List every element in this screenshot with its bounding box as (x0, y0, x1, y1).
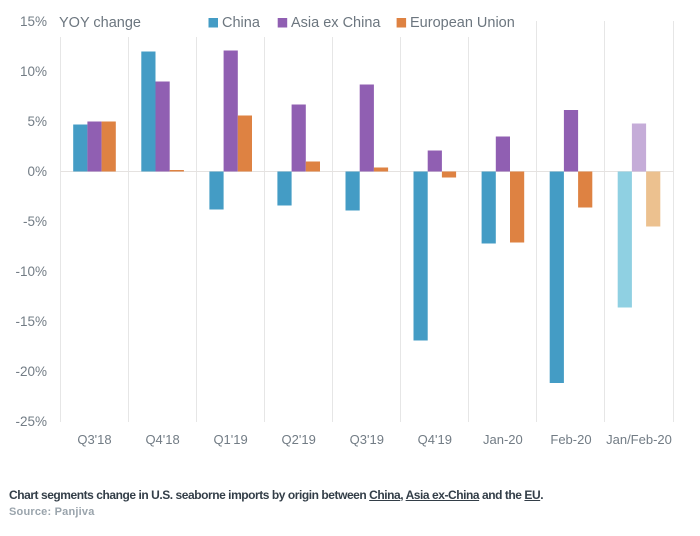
svg-text:Q3'18: Q3'18 (77, 432, 111, 447)
svg-text:YOY change: YOY change (59, 15, 141, 31)
svg-text:-20%: -20% (15, 364, 47, 379)
svg-text:-5%: -5% (23, 214, 47, 229)
svg-text:-10%: -10% (15, 264, 47, 279)
svg-text:China: China (222, 15, 261, 31)
svg-text:5%: 5% (27, 114, 47, 129)
svg-text:European Union: European Union (410, 15, 515, 31)
svg-text:Jan/Feb-20: Jan/Feb-20 (606, 432, 672, 447)
svg-text:Asia ex China: Asia ex China (291, 15, 381, 31)
svg-text:0%: 0% (27, 164, 47, 179)
svg-text:Q4'19: Q4'19 (418, 432, 452, 447)
svg-text:Q4'18: Q4'18 (145, 432, 179, 447)
svg-text:-25%: -25% (15, 414, 47, 429)
svg-text:Jan-20: Jan-20 (483, 432, 523, 447)
svg-text:Q2'19: Q2'19 (282, 432, 316, 447)
svg-text:15%: 15% (20, 14, 47, 29)
svg-text:Feb-20: Feb-20 (550, 432, 591, 447)
svg-text:Q1'19: Q1'19 (213, 432, 247, 447)
svg-text:10%: 10% (20, 64, 47, 79)
svg-text:Q3'19: Q3'19 (350, 432, 384, 447)
svg-text:-15%: -15% (15, 314, 47, 329)
